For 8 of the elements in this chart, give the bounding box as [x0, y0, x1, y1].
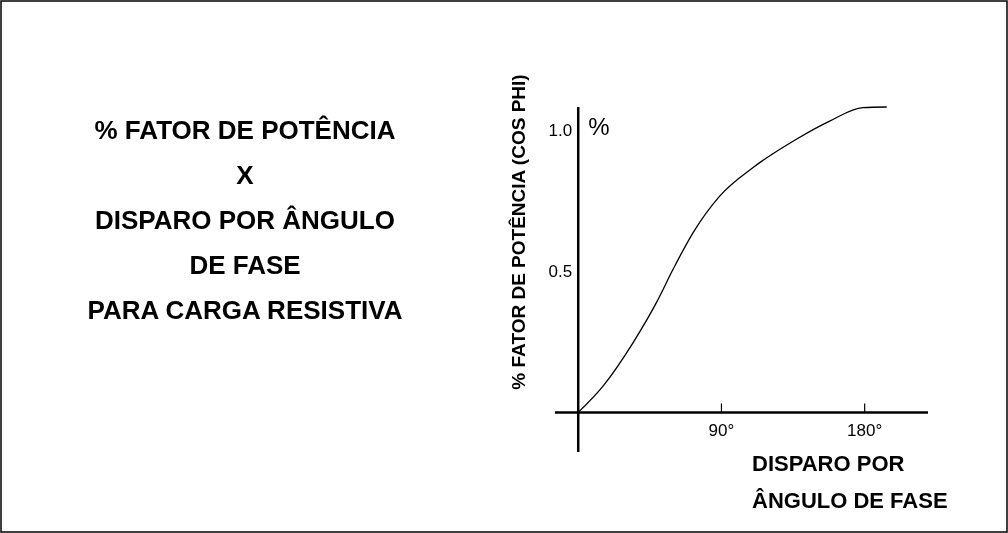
- annotation: %: [588, 113, 610, 140]
- y-tick-label: 0.5: [548, 262, 573, 282]
- text: % FATOR DE POTÊNCIA X DISPARO POR ÂNGULO DE FASE PARA CARGA RESISTIVA: [87, 115, 403, 325]
- y-axis-title: % FATOR DE POTÊNCIA (COS PHI): [508, 74, 529, 390]
- x-tick-label: 90°: [708, 421, 735, 441]
- x-axis-title: DISPARO POR ÂNGULO DE FASE: [752, 451, 948, 513]
- y-tick-label: 1.0: [548, 120, 573, 140]
- x-tick-label: 180°: [847, 421, 883, 441]
